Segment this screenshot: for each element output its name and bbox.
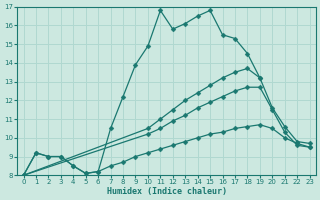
X-axis label: Humidex (Indice chaleur): Humidex (Indice chaleur) [107,187,227,196]
